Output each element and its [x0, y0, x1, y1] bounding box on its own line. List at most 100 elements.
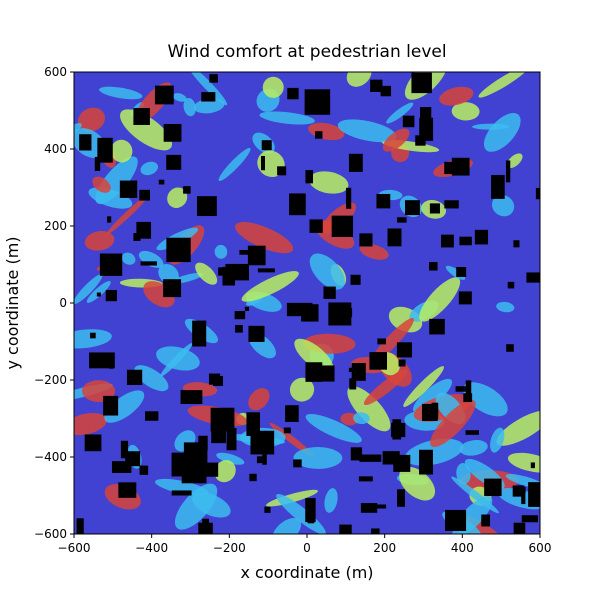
wind-patch: [309, 253, 345, 290]
building: [133, 108, 150, 125]
building: [451, 157, 470, 176]
building: [111, 461, 132, 473]
building: [209, 74, 218, 83]
building: [350, 274, 361, 285]
wind-patch: [138, 250, 164, 268]
building: [94, 156, 101, 171]
building: [105, 290, 117, 302]
wind-patch: [160, 342, 193, 377]
wind-patch: [430, 399, 476, 448]
building: [526, 272, 540, 283]
building: [239, 250, 251, 255]
building: [397, 489, 405, 507]
wind-patch: [451, 102, 480, 121]
wind-patch: [276, 493, 326, 534]
building: [139, 465, 149, 475]
building: [171, 490, 192, 496]
wind-patch: [140, 161, 159, 176]
y-tick-label: −400: [34, 450, 67, 464]
building: [535, 188, 540, 200]
building: [120, 440, 129, 459]
building: [79, 134, 92, 151]
wind-field: [74, 72, 540, 534]
wind-patch: [309, 171, 349, 194]
building: [97, 137, 113, 163]
wind-patch: [77, 107, 106, 132]
building: [429, 262, 438, 271]
wind-patch: [269, 422, 314, 457]
building: [158, 179, 165, 185]
wind-patch: [478, 72, 529, 98]
y-tick-label: 400: [44, 142, 67, 156]
building: [459, 236, 472, 246]
building: [154, 85, 174, 105]
building: [429, 203, 440, 214]
building: [513, 522, 526, 534]
wind-patch: [92, 176, 111, 193]
building: [206, 462, 219, 477]
x-tick-label: 400: [451, 541, 474, 555]
building: [463, 393, 473, 403]
wind-patch: [183, 98, 196, 117]
building: [283, 427, 291, 434]
building: [166, 154, 182, 170]
wind-patch: [216, 452, 245, 465]
building: [76, 518, 84, 534]
wind-patch: [491, 194, 515, 217]
wind-patch: [347, 386, 391, 432]
building: [163, 279, 182, 298]
wind-patch: [462, 382, 508, 417]
wind-patch: [74, 329, 112, 349]
building: [441, 234, 454, 248]
building: [96, 292, 101, 297]
wind-patch: [193, 98, 225, 114]
building: [89, 352, 115, 369]
wind-patch: [134, 365, 169, 392]
building: [163, 123, 182, 142]
building: [339, 524, 352, 534]
building: [277, 166, 287, 176]
building: [350, 447, 363, 461]
building: [397, 217, 407, 223]
building: [458, 291, 472, 305]
building: [465, 430, 479, 435]
wind-patch: [158, 263, 179, 285]
wind-patch: [248, 388, 270, 411]
building: [247, 245, 266, 266]
wind-patch: [214, 244, 228, 259]
building: [84, 434, 102, 452]
building: [348, 367, 362, 373]
wind-patch: [305, 413, 362, 443]
building: [318, 365, 335, 382]
building: [99, 253, 123, 276]
building: [264, 506, 271, 513]
building: [287, 87, 299, 100]
building: [528, 482, 540, 507]
building: [456, 267, 467, 277]
wind-patch: [506, 153, 523, 169]
building: [192, 320, 207, 347]
building: [201, 92, 216, 102]
building: [411, 72, 432, 94]
building: [260, 156, 265, 171]
building: [304, 97, 310, 114]
building: [465, 380, 472, 395]
building: [246, 412, 260, 436]
building: [248, 325, 265, 342]
building: [261, 140, 272, 151]
x-tick-label: −600: [58, 541, 91, 555]
building: [369, 352, 388, 370]
building: [289, 193, 306, 216]
wind-patch: [294, 338, 334, 373]
building: [315, 131, 323, 139]
building: [484, 478, 502, 497]
building: [455, 386, 469, 392]
wind-patch: [451, 476, 499, 514]
x-tick-label: 0: [303, 541, 311, 555]
wind-patch: [272, 517, 302, 534]
x-tick-label: −200: [213, 541, 246, 555]
building: [419, 449, 433, 475]
building: [360, 503, 378, 513]
building: [521, 489, 526, 505]
